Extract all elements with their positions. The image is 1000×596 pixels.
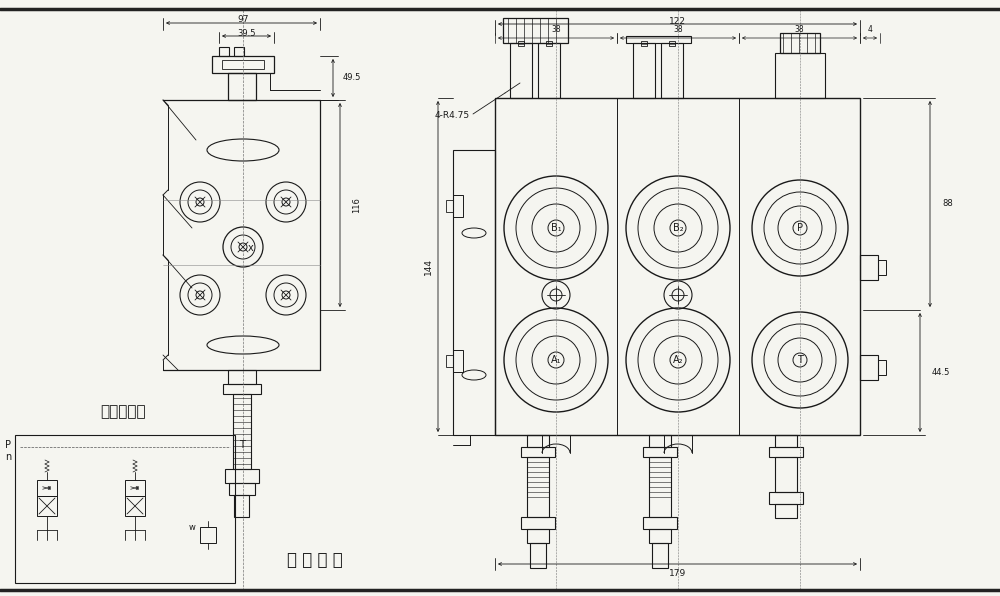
Bar xyxy=(643,517,677,529)
Bar xyxy=(669,41,675,46)
Text: 38: 38 xyxy=(673,26,683,35)
Bar xyxy=(446,200,453,212)
Bar xyxy=(649,457,671,517)
Bar xyxy=(495,98,860,435)
Text: P: P xyxy=(797,223,803,233)
Bar xyxy=(527,435,549,447)
Bar xyxy=(234,47,244,56)
Text: 4: 4 xyxy=(868,26,872,35)
Bar xyxy=(527,529,549,543)
Bar xyxy=(510,43,532,98)
Bar xyxy=(538,43,560,98)
Bar xyxy=(626,36,691,43)
Bar xyxy=(527,457,549,517)
Bar xyxy=(453,195,463,217)
Bar xyxy=(222,60,264,69)
Bar xyxy=(775,53,825,98)
Bar xyxy=(15,435,235,583)
Bar xyxy=(228,370,256,384)
Text: T: T xyxy=(797,355,803,365)
Text: 144: 144 xyxy=(424,258,432,275)
Bar xyxy=(223,384,261,394)
Bar xyxy=(775,504,797,518)
Bar xyxy=(530,543,546,568)
Bar xyxy=(878,360,886,375)
Text: 122: 122 xyxy=(669,17,686,26)
Bar xyxy=(503,18,568,43)
Text: 49.5: 49.5 xyxy=(343,73,361,82)
Text: 179: 179 xyxy=(669,570,686,579)
Bar xyxy=(860,255,878,280)
Bar xyxy=(125,496,145,516)
Bar xyxy=(453,150,495,435)
Text: 38: 38 xyxy=(795,26,804,35)
Bar xyxy=(446,355,453,367)
Text: B₁: B₁ xyxy=(551,223,561,233)
Text: 88: 88 xyxy=(942,200,953,209)
Bar xyxy=(769,447,803,457)
Text: x: x xyxy=(248,243,254,253)
Bar xyxy=(649,435,671,447)
Text: 4-R4.75: 4-R4.75 xyxy=(435,110,470,120)
Text: 性 能 参 数: 性 能 参 数 xyxy=(287,551,343,569)
Bar xyxy=(219,47,229,56)
Bar xyxy=(37,480,57,496)
Bar xyxy=(453,350,463,372)
Bar xyxy=(775,435,797,447)
Text: B₂: B₂ xyxy=(673,223,683,233)
Text: A₂: A₂ xyxy=(673,355,683,365)
Bar xyxy=(233,394,251,469)
Bar xyxy=(769,492,803,504)
Bar xyxy=(643,447,677,457)
Text: A₁: A₁ xyxy=(551,355,561,365)
Text: w: w xyxy=(189,523,195,532)
Text: T: T xyxy=(239,440,245,450)
Bar xyxy=(878,260,886,275)
Bar xyxy=(521,447,555,457)
Bar xyxy=(780,33,820,53)
Bar xyxy=(37,496,57,516)
Bar xyxy=(641,41,647,46)
Text: 液压原理图: 液压原理图 xyxy=(100,405,146,420)
Bar xyxy=(652,543,668,568)
Text: P: P xyxy=(5,440,11,450)
Bar xyxy=(212,56,274,73)
Bar xyxy=(225,469,259,483)
Bar xyxy=(200,527,216,543)
Bar xyxy=(521,517,555,529)
Text: n: n xyxy=(5,452,11,462)
Bar xyxy=(860,355,878,380)
Bar xyxy=(228,73,256,100)
Text: 44.5: 44.5 xyxy=(932,368,950,377)
Bar xyxy=(649,529,671,543)
Bar xyxy=(234,495,249,517)
Bar xyxy=(633,43,655,98)
Bar xyxy=(125,480,145,496)
Text: 116: 116 xyxy=(352,197,361,213)
Bar xyxy=(661,43,683,98)
Text: 97: 97 xyxy=(237,15,249,24)
Bar xyxy=(229,483,255,495)
Text: 38: 38 xyxy=(551,26,561,35)
Bar xyxy=(546,41,552,46)
Text: 39.5: 39.5 xyxy=(238,29,256,38)
Bar xyxy=(775,457,797,492)
Bar xyxy=(518,41,524,46)
